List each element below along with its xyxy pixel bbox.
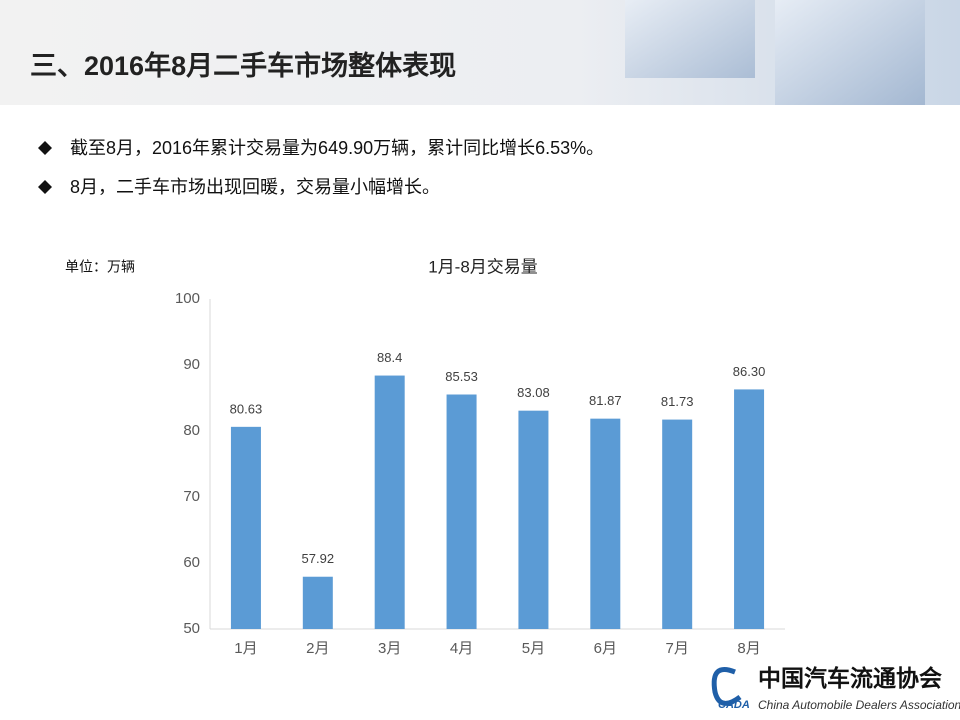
y-tick-label: 70	[183, 488, 200, 505]
bar	[302, 576, 333, 629]
value-label: 85.53	[445, 369, 478, 384]
x-tick-label: 7月	[666, 640, 689, 657]
bar	[374, 375, 405, 629]
bullet-icon	[38, 180, 52, 194]
bar	[446, 394, 477, 629]
y-tick-label: 90	[183, 356, 200, 373]
value-label: 88.4	[377, 350, 402, 365]
bar	[662, 419, 693, 629]
logo-name: 中国汽车流通协会	[758, 665, 942, 691]
logo-icon	[711, 667, 742, 706]
value-label: 81.87	[589, 393, 622, 408]
y-tick-label: 50	[183, 620, 200, 637]
bullet-text: 截至8月，2016年累计交易量为649.90万辆，累计同比增长6.53%。	[70, 138, 604, 158]
bar	[734, 389, 765, 629]
header-cube	[625, 0, 755, 78]
value-label: 81.73	[661, 394, 694, 409]
x-tick-label: 1月	[234, 640, 257, 657]
logo-mark: CADA	[718, 699, 750, 711]
chart-title: 1月-8月交易量	[428, 257, 538, 276]
value-label: 83.08	[517, 385, 550, 400]
bar	[518, 410, 549, 629]
logo-english: China Automobile Dealers Association	[758, 698, 960, 712]
y-tick-label: 80	[183, 422, 200, 439]
y-tick-label: 60	[183, 554, 200, 571]
value-label: 86.30	[733, 364, 766, 379]
bar	[590, 418, 621, 629]
bar	[230, 426, 261, 629]
bullet-text: 8月，二手车市场出现回暖，交易量小幅增长。	[70, 177, 440, 197]
bullet-icon	[38, 141, 52, 155]
slide-title: 三、2016年8月二手车市场整体表现	[30, 50, 456, 81]
x-tick-label: 2月	[306, 640, 329, 657]
x-tick-label: 5月	[522, 640, 545, 657]
value-label: 80.63	[230, 401, 263, 416]
x-tick-label: 3月	[378, 640, 401, 657]
y-tick-label: 100	[175, 290, 200, 307]
unit-label: 单位：万辆	[65, 259, 135, 275]
header-cube	[775, 0, 925, 105]
x-tick-label: 8月	[737, 640, 760, 657]
value-label: 57.92	[302, 551, 335, 566]
x-tick-label: 4月	[450, 640, 473, 657]
x-tick-label: 6月	[594, 640, 617, 657]
